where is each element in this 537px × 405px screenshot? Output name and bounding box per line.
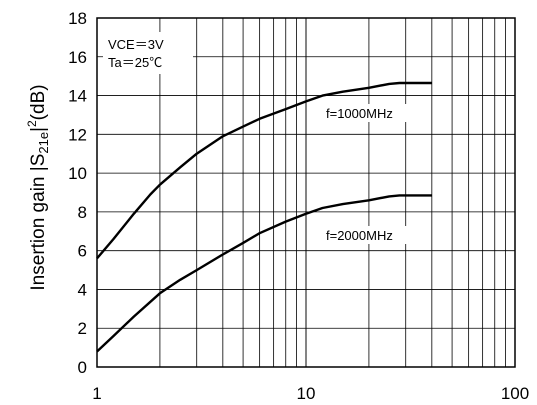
- y-tick-label: 16: [68, 48, 87, 67]
- y-label-post: |: [28, 127, 49, 132]
- y-label-tail: (dB): [28, 84, 49, 120]
- y-tick-label: 4: [78, 280, 87, 299]
- axis-ticks: 0 2 4 6 8 10 12 14 16 18 1 10 100: [68, 9, 529, 403]
- x-tick-label: 100: [501, 384, 529, 403]
- y-tick-label: 0: [78, 358, 87, 377]
- y-label-sub: 21e: [36, 132, 51, 154]
- series-lines: [96, 81, 432, 353]
- annotation-vce: VCE＝3V: [108, 37, 164, 52]
- x-tick-label: 10: [297, 384, 316, 403]
- y-tick-label: 14: [68, 87, 87, 106]
- y-tick-label: 2: [78, 319, 87, 338]
- x-tick-label: 1: [92, 384, 101, 403]
- series-label-background-2000: [322, 226, 418, 244]
- series-line-2: [96, 194, 432, 353]
- conditions-annotation: VCE＝3V Ta＝25℃: [103, 32, 193, 74]
- plot-frame: [96, 17, 516, 368]
- series-label-2000mhz: f=2000MHz: [326, 228, 393, 243]
- series-line-1: [96, 81, 432, 260]
- y-tick-label: 8: [78, 203, 87, 222]
- y-label-sup: 2: [25, 120, 39, 127]
- y-label-pre: Insertion gain |S: [28, 154, 49, 291]
- grid: [97, 18, 515, 367]
- annotation-ta: Ta＝25℃: [108, 55, 162, 70]
- y-axis-label: Insertion gain |S21e|2(dB): [25, 84, 51, 290]
- series-label-background-1000: [322, 104, 418, 122]
- y-tick-label: 12: [68, 125, 87, 144]
- y-tick-label: 10: [68, 164, 87, 183]
- series-label-1000mhz: f=1000MHz: [326, 106, 393, 121]
- y-tick-label: 18: [68, 9, 87, 28]
- y-tick-label: 6: [78, 242, 87, 261]
- annotation-background: [103, 32, 193, 74]
